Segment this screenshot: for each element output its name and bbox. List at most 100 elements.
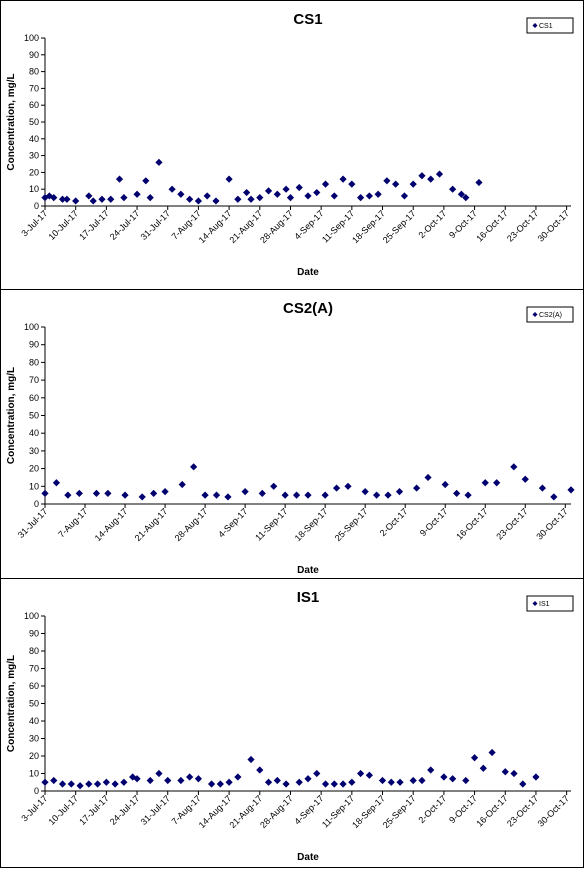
data-point xyxy=(76,782,84,790)
data-point xyxy=(538,484,547,492)
x-tick-label: 30-Oct-17 xyxy=(534,506,569,541)
chart-title: IS1 xyxy=(297,589,320,606)
data-point xyxy=(212,491,221,499)
data-point xyxy=(41,778,49,786)
data-point xyxy=(519,780,527,788)
data-point xyxy=(373,491,381,499)
data-point xyxy=(332,484,341,492)
data-point xyxy=(186,195,194,203)
data-point xyxy=(92,489,101,497)
data-point xyxy=(348,778,356,786)
y-tick-label: 80 xyxy=(29,646,39,656)
x-tick-label: 28-Aug-17 xyxy=(258,208,295,245)
data-point xyxy=(409,776,417,785)
data-point xyxy=(138,493,146,501)
data-point xyxy=(146,776,154,785)
x-axis-label: Date xyxy=(297,852,319,863)
data-point xyxy=(164,776,172,785)
x-tick-label: 24-Jul-17 xyxy=(108,208,142,242)
x-axis-label: Date xyxy=(297,267,319,278)
data-point xyxy=(339,780,347,788)
data-point xyxy=(121,491,129,499)
data-point xyxy=(178,480,186,489)
data-point xyxy=(427,175,435,183)
data-point xyxy=(133,775,141,783)
y-tick-label: 70 xyxy=(29,83,39,93)
x-tick-label: 16-Oct-17 xyxy=(474,208,509,243)
data-point xyxy=(457,190,466,198)
x-tick-label: 30-Oct-17 xyxy=(536,208,571,243)
x-tick-label: 2-Oct-17 xyxy=(378,506,410,538)
data-point xyxy=(225,175,233,183)
data-point xyxy=(361,488,369,496)
data-point xyxy=(155,769,163,778)
data-point xyxy=(479,764,487,772)
data-point xyxy=(247,195,255,203)
data-point xyxy=(321,780,330,788)
y-tick-label: 90 xyxy=(29,50,39,60)
y-tick-label: 60 xyxy=(29,100,39,110)
data-point xyxy=(424,473,432,482)
data-point xyxy=(344,482,352,490)
data-point xyxy=(348,180,356,188)
data-point xyxy=(273,776,281,785)
x-tick-label: 2-Oct-17 xyxy=(416,793,448,825)
x-tick-label: 3-Jul-17 xyxy=(19,793,49,823)
data-point xyxy=(225,778,233,786)
data-point xyxy=(247,755,255,764)
data-point xyxy=(339,175,347,183)
data-point xyxy=(102,778,110,786)
data-point xyxy=(493,479,501,487)
chart-title: CS2(A) xyxy=(283,300,333,317)
x-tick-label: 24-Jul-17 xyxy=(108,793,142,827)
data-point xyxy=(313,769,321,778)
data-point xyxy=(281,491,289,499)
data-point xyxy=(392,180,400,188)
x-tick-label: 17-Jul-17 xyxy=(77,208,111,242)
data-point xyxy=(168,185,176,193)
data-point xyxy=(435,170,444,178)
data-point xyxy=(449,775,457,783)
data-point xyxy=(190,463,198,471)
data-point xyxy=(50,776,58,785)
data-point xyxy=(384,491,392,499)
chart-panel-is1: IS1 0 10 20 30 40 50 60 70 80 90 100 Concentration, … xyxy=(0,578,584,868)
legend-label: IS1 xyxy=(539,601,550,608)
data-point xyxy=(104,489,112,497)
data-point xyxy=(501,768,509,776)
y-tick-label: 50 xyxy=(29,699,39,709)
y-tick-label: 40 xyxy=(29,134,39,144)
data-point xyxy=(357,769,365,778)
data-point xyxy=(264,187,273,195)
data-point xyxy=(258,489,266,497)
data-point xyxy=(488,748,496,757)
data-point xyxy=(142,177,150,185)
y-tick-label: 10 xyxy=(29,184,39,194)
data-point xyxy=(330,192,338,200)
data-point xyxy=(201,491,209,499)
data-point xyxy=(475,178,483,187)
data-point xyxy=(396,778,404,786)
y-axis-label: Concentration, mg/L xyxy=(6,367,17,464)
legend-marker xyxy=(532,23,538,28)
data-point xyxy=(286,194,295,202)
chart-cs1: CS1 0 10 20 30 40 50 60 70 80 90 100 Concentration, … xyxy=(6,11,574,278)
data-point xyxy=(256,766,264,774)
data-point xyxy=(550,493,558,501)
data-point xyxy=(234,195,242,203)
chart-title: CS1 xyxy=(293,11,322,28)
x-tick-label: 25-Sep-17 xyxy=(381,208,418,245)
x-tick-label: 25-Sep-17 xyxy=(333,506,370,543)
x-tick-label: 3-Jul-17 xyxy=(19,208,49,238)
data-point xyxy=(413,484,421,492)
x-tick-label: 31-Jul-17 xyxy=(139,208,173,242)
data-point xyxy=(365,192,373,200)
data-point xyxy=(146,194,154,202)
y-tick-label: 100 xyxy=(24,322,39,332)
data-point xyxy=(282,185,290,193)
data-point xyxy=(330,780,338,788)
y-tick-label: 60 xyxy=(29,681,39,691)
data-point xyxy=(120,778,128,786)
y-tick-label: 20 xyxy=(29,464,39,474)
y-tick-label: 40 xyxy=(29,716,39,726)
